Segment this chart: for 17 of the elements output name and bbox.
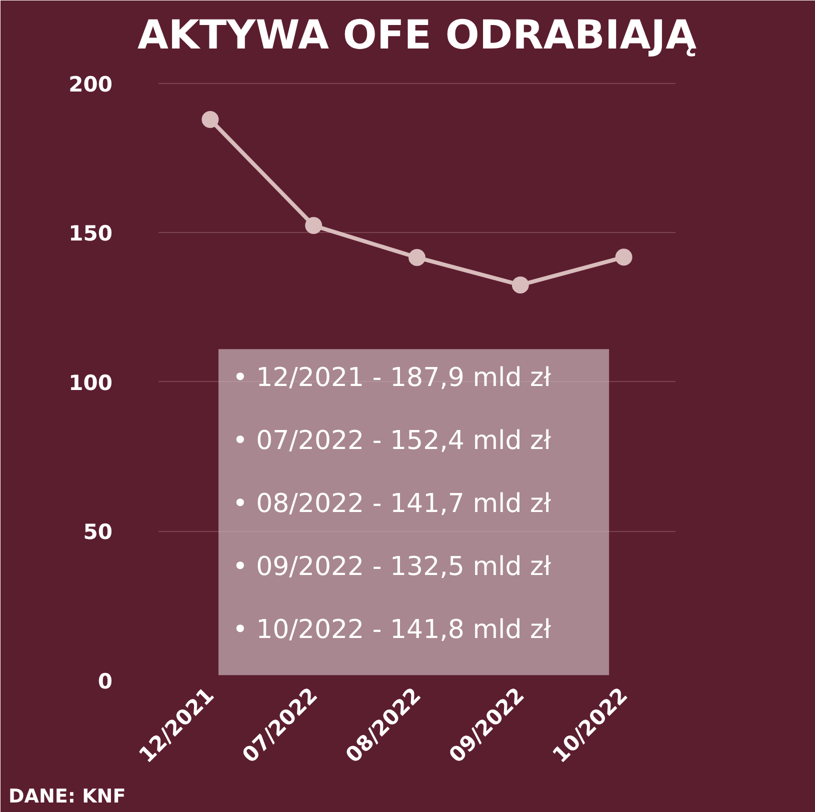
y-tick-label: 50 <box>83 520 113 544</box>
annotation: • 10/2022 - 141,8 mld zł <box>232 615 552 646</box>
y-tick-label: 200 <box>68 72 113 96</box>
annotation: • 12/2021 - 187,9 mld zł <box>232 363 552 394</box>
point <box>408 248 426 266</box>
annotation: • 09/2022 - 132,5 mld zł <box>232 552 552 582</box>
chart-title: AKTYWA OFE ODRABIAJĄ <box>137 12 697 58</box>
point <box>615 248 632 266</box>
text: DANE: KNF <box>8 786 126 808</box>
point <box>512 276 529 294</box>
point <box>305 217 322 234</box>
y-tick-label: 0 <box>98 670 113 694</box>
annotation: • 08/2022 - 141,7 mld zł <box>232 489 552 520</box>
point <box>202 111 219 128</box>
annotation: • 07/2022 - 152,4 mld zł <box>232 426 552 456</box>
y-tick-label: 150 <box>68 222 113 246</box>
y-tick-label: 100 <box>68 370 113 395</box>
